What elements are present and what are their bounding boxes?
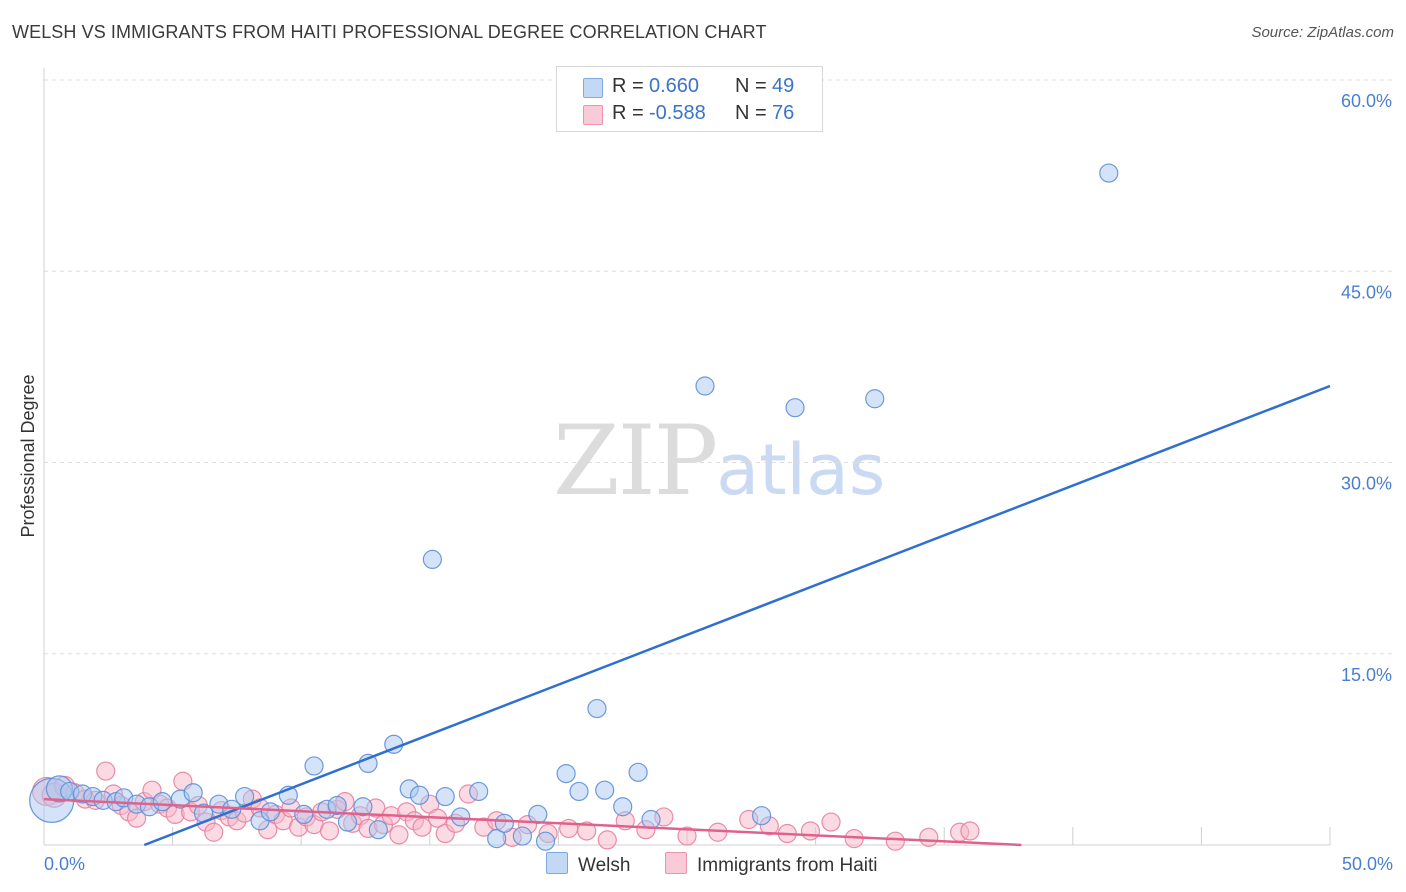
point-haiti <box>597 830 617 850</box>
series-name-haiti: Immigrants from Haiti <box>697 855 878 876</box>
y-axis-label: Professional Degree <box>18 374 38 537</box>
point-welsh <box>304 756 324 776</box>
legend-n-label: N = <box>735 102 767 124</box>
point-welsh <box>569 781 589 802</box>
point-haiti <box>821 812 841 832</box>
point-haiti <box>389 825 409 845</box>
point-haiti <box>960 821 980 841</box>
point-welsh <box>487 829 507 849</box>
trend-line-welsh <box>143 384 1331 847</box>
series-legend-welsh: Welsh <box>546 852 630 877</box>
legend-n-label: N = <box>735 75 767 97</box>
point-welsh <box>183 783 203 803</box>
y-tick-label: 30.0% <box>1341 474 1392 494</box>
watermark-atlas: atlas <box>716 429 886 511</box>
point-welsh <box>695 376 715 396</box>
point-welsh <box>451 807 471 827</box>
point-haiti <box>412 817 432 837</box>
legend-r-label: R = <box>612 75 644 97</box>
x-tick-label-min: 0.0% <box>44 854 85 874</box>
point-welsh <box>785 398 805 418</box>
legend-r-label: R = <box>612 102 644 124</box>
y-tick-label: 60.0% <box>1341 91 1392 111</box>
point-welsh <box>528 804 548 825</box>
series-swatch-haiti <box>665 852 687 874</box>
point-welsh <box>327 795 347 816</box>
point-welsh <box>494 813 514 833</box>
point-welsh <box>535 831 556 851</box>
point-haiti <box>559 818 579 839</box>
point-welsh <box>260 802 280 822</box>
point-welsh <box>512 826 532 846</box>
point-welsh <box>587 698 607 719</box>
series-legend: Welsh Immigrants from Haiti <box>0 852 1406 878</box>
trend-line-haiti <box>43 797 1022 847</box>
watermark: ZIPatlas <box>553 405 885 517</box>
point-haiti <box>577 821 597 841</box>
point-welsh <box>422 549 442 570</box>
series-legend-haiti: Immigrants from Haiti <box>665 852 878 877</box>
point-welsh <box>1099 163 1119 183</box>
point-haiti <box>919 827 939 847</box>
point-welsh <box>368 820 388 840</box>
point-welsh <box>556 763 576 784</box>
y-tick-label: 45.0% <box>1341 282 1392 302</box>
legend-n-value: 76 <box>772 102 795 124</box>
point-welsh <box>751 806 772 826</box>
legend-swatch-welsh <box>583 78 603 98</box>
point-haiti <box>204 822 224 842</box>
point-haiti <box>800 821 821 841</box>
point-haiti <box>885 831 905 851</box>
legend-r-value: 0.660 <box>649 75 700 97</box>
series-swatch-welsh <box>546 852 568 874</box>
legend-n-value: 49 <box>772 75 795 97</box>
legend-r-value: -0.588 <box>649 102 706 124</box>
point-haiti <box>677 826 697 846</box>
legend-swatch-haiti <box>583 105 603 125</box>
point-welsh <box>469 781 489 802</box>
watermark-zip: ZIP <box>553 405 718 517</box>
point-welsh <box>294 804 314 825</box>
correlation-legend: R = 0.660 N = 49 R = -0.588 N = 76 <box>556 66 823 132</box>
point-welsh <box>595 780 615 800</box>
source-credit: Source: ZipAtlas.com <box>1251 24 1394 41</box>
y-tick-label: 15.0% <box>1341 665 1392 685</box>
point-haiti <box>96 761 116 781</box>
point-welsh <box>865 389 885 409</box>
point-welsh <box>337 812 358 832</box>
point-haiti <box>319 821 340 841</box>
point-welsh <box>641 809 661 830</box>
point-welsh <box>409 785 430 805</box>
x-tick-label-max: 50.0% <box>1342 854 1393 874</box>
point-welsh <box>613 797 633 817</box>
point-welsh <box>353 797 373 817</box>
point-welsh <box>435 786 455 807</box>
chart-title: WELSH VS IMMIGRANTS FROM HAITI PROFESSIO… <box>12 22 767 42</box>
series-name-welsh: Welsh <box>578 855 631 876</box>
point-welsh <box>152 792 172 812</box>
point-welsh <box>628 762 648 782</box>
